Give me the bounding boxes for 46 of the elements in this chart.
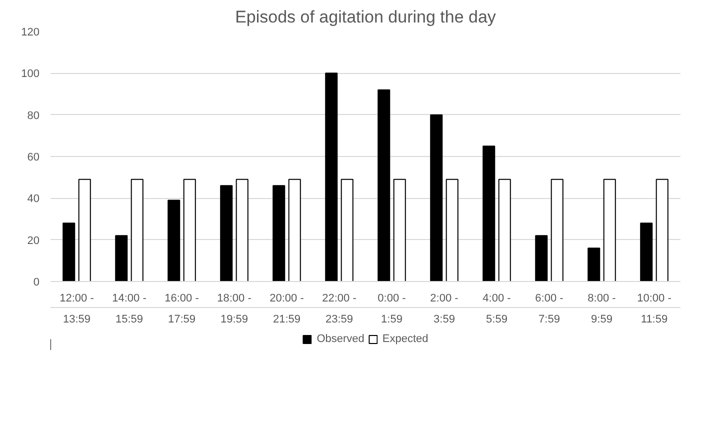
legend-label: Expected bbox=[382, 333, 428, 345]
bar bbox=[588, 248, 600, 282]
bar bbox=[130, 178, 144, 282]
category-label: 6:00 - 7:59 bbox=[535, 292, 564, 326]
bar bbox=[183, 178, 196, 282]
bar bbox=[393, 178, 406, 282]
category-label: 20:00 - 21:59 bbox=[270, 292, 304, 326]
legend-label: Observed bbox=[316, 333, 364, 345]
category-label: 2:00 - 3:59 bbox=[430, 292, 458, 326]
category-label: 4:00 - 5:59 bbox=[482, 292, 511, 326]
bar bbox=[656, 178, 668, 282]
category-label: 12:00 - 13:59 bbox=[60, 292, 94, 326]
y-tick-label: 20 bbox=[27, 234, 40, 247]
bar bbox=[446, 178, 458, 282]
bar bbox=[115, 235, 128, 282]
y-tick-label: 120 bbox=[21, 26, 40, 38]
bar bbox=[603, 178, 616, 282]
category-label: 0:00 - 1:59 bbox=[378, 292, 406, 326]
bar bbox=[236, 178, 248, 282]
category-label: 14:00 - 15:59 bbox=[112, 292, 146, 326]
bar bbox=[272, 185, 286, 282]
category-label: 16:00 - 17:59 bbox=[164, 292, 199, 326]
category-label: 8:00 - 9:59 bbox=[588, 292, 616, 326]
category-label: 10:00 - 11:59 bbox=[637, 292, 672, 326]
y-tick-label: 80 bbox=[27, 110, 40, 122]
y-tick-label: 60 bbox=[27, 152, 40, 164]
bar bbox=[550, 178, 564, 282]
bar bbox=[535, 235, 548, 282]
category-label: 18:00 - 19:59 bbox=[217, 292, 252, 326]
bar bbox=[430, 114, 443, 282]
bar bbox=[498, 178, 511, 282]
category-label: 22:00 - 23:59 bbox=[322, 292, 356, 326]
bar bbox=[62, 222, 76, 282]
bar bbox=[78, 178, 91, 282]
bar bbox=[220, 185, 233, 282]
y-tick-label: 100 bbox=[21, 68, 40, 80]
bar bbox=[288, 178, 301, 282]
bar bbox=[168, 200, 180, 282]
bar bbox=[640, 222, 653, 282]
bar bbox=[378, 89, 390, 282]
chart-title: Episods of agitation during the day bbox=[235, 8, 496, 26]
y-tick-label: 40 bbox=[27, 193, 40, 206]
bar bbox=[340, 178, 354, 282]
y-tick-label: 0 bbox=[33, 276, 40, 288]
bar bbox=[325, 72, 338, 282]
bar bbox=[482, 146, 496, 282]
